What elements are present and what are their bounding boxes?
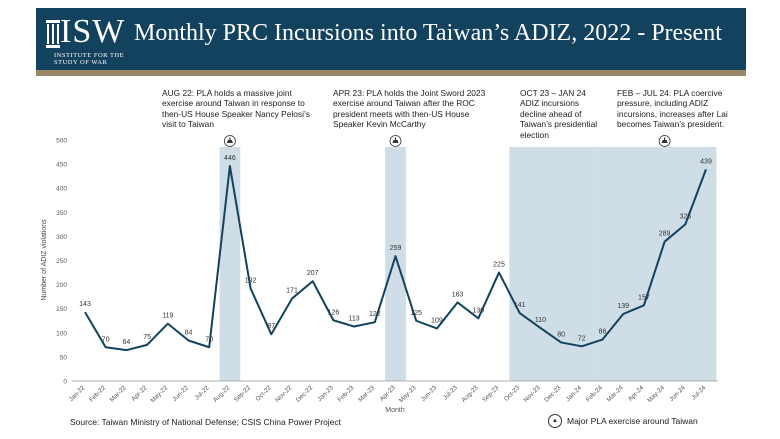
data-label: 141 xyxy=(514,302,526,309)
x-tick-label: Aug-23 xyxy=(460,384,480,404)
data-label: 139 xyxy=(617,303,629,310)
x-tick-label: Jul-23 xyxy=(442,384,459,401)
data-label: 72 xyxy=(578,335,586,342)
x-tick-label: Jul-24 xyxy=(690,384,707,401)
data-label: 143 xyxy=(79,301,91,308)
pla-exercise-icon xyxy=(389,135,402,147)
data-label: 70 xyxy=(102,336,110,343)
x-tick-label: Dec-23 xyxy=(543,384,563,404)
x-tick-label: Aug-22 xyxy=(212,384,232,404)
y-tick-label: 400 xyxy=(56,186,67,193)
x-tick-label: Nov-22 xyxy=(274,384,294,404)
y-tick-label: 250 xyxy=(56,258,67,265)
y-tick-label: 450 xyxy=(56,162,67,169)
data-label: 70 xyxy=(205,336,213,343)
x-tick-label: May-23 xyxy=(398,384,418,404)
x-tick-label: Nov-23 xyxy=(523,384,543,404)
x-tick-label: Oct-22 xyxy=(254,384,273,403)
y-tick-label: 350 xyxy=(56,210,67,217)
x-tick-label: Mar-24 xyxy=(606,384,625,403)
data-label: 113 xyxy=(349,316,360,323)
x-tick-label: Dec-22 xyxy=(295,384,315,404)
legend-label: Major PLA exercise around Taiwan xyxy=(567,416,698,426)
header-banner xyxy=(36,8,746,70)
x-tick-label: Apr-23 xyxy=(379,384,398,403)
x-tick-label: Feb-23 xyxy=(336,384,355,403)
highlight-band xyxy=(509,147,593,381)
x-tick-label: Jun-22 xyxy=(171,384,190,403)
x-tick-label: Apr-22 xyxy=(130,384,149,403)
x-tick-label: Apr-24 xyxy=(627,384,646,403)
annotation-feb24: FEB – JUL 24: PLA coercive pressure, inc… xyxy=(617,88,728,130)
y-tick-label: 50 xyxy=(60,354,68,361)
x-tick-label: Feb-24 xyxy=(585,384,604,403)
data-label: 126 xyxy=(328,309,340,316)
pla-exercise-icon xyxy=(658,135,671,147)
page-title: Monthly PRC Incursions into Taiwan’s ADI… xyxy=(134,20,722,46)
annotation-apr23: APR 23: PLA holds the Joint Sword 2023 e… xyxy=(333,88,486,130)
x-tick-label: May-24 xyxy=(646,384,666,404)
data-label: 75 xyxy=(143,334,151,341)
logo-text: ISW xyxy=(60,13,126,50)
y-tick-label: 200 xyxy=(56,282,67,289)
x-tick-label: Jan-22 xyxy=(68,384,87,403)
y-tick-label: 0 xyxy=(63,379,67,386)
pillar-icon xyxy=(46,20,60,48)
data-label: 64 xyxy=(123,339,131,346)
data-label: 163 xyxy=(452,291,464,298)
y-tick-label: 150 xyxy=(56,306,67,313)
data-label: 109 xyxy=(431,317,443,324)
isw-logo: ISW INSTITUTE FOR THE STUDY OF WAR xyxy=(44,12,124,66)
data-label: 80 xyxy=(557,331,565,338)
x-tick-label: Feb-22 xyxy=(88,384,107,403)
x-tick-label: Jan-24 xyxy=(565,384,584,403)
data-label: 97 xyxy=(267,323,275,330)
data-label: 125 xyxy=(410,310,422,317)
x-tick-label: Sep-22 xyxy=(233,384,253,404)
legend: ▲ Major PLA exercise around Taiwan xyxy=(548,414,698,428)
highlight-band xyxy=(385,147,406,381)
data-label: 171 xyxy=(286,288,298,295)
y-tick-label: 100 xyxy=(56,330,67,337)
y-tick-label: 500 xyxy=(56,138,67,145)
x-tick-label: Mar-23 xyxy=(357,384,376,403)
data-label: 157 xyxy=(638,294,650,301)
x-axis-title: Month xyxy=(385,407,405,414)
x-tick-label: May-22 xyxy=(149,384,169,404)
logo-subtext: INSTITUTE FOR THE STUDY OF WAR xyxy=(54,52,125,66)
y-tick-label: 300 xyxy=(56,234,67,241)
data-label: 130 xyxy=(472,307,484,314)
x-tick-label: Jun-23 xyxy=(420,384,439,403)
y-axis-title: Number of ADIZ violations xyxy=(41,219,48,301)
data-label: 207 xyxy=(307,270,319,277)
data-label: 446 xyxy=(224,155,236,162)
highlight-band xyxy=(592,147,717,381)
data-label: 325 xyxy=(679,213,691,220)
header-stripe xyxy=(36,70,746,76)
data-label: 84 xyxy=(185,330,193,337)
pla-exercise-icon xyxy=(223,135,236,147)
data-label: 439 xyxy=(700,158,712,165)
annotation-aug22: AUG 22: PLA holds a massive joint exerci… xyxy=(162,88,310,130)
x-tick-label: Jun-24 xyxy=(668,384,687,403)
data-label: 225 xyxy=(493,262,505,269)
highlight-band xyxy=(219,147,241,381)
pla-exercise-icon: ▲ xyxy=(548,414,562,428)
data-label: 119 xyxy=(162,313,173,320)
data-label: 86 xyxy=(599,329,607,336)
x-tick-label: Jan-23 xyxy=(316,384,335,403)
x-tick-label: Mar-22 xyxy=(109,384,128,403)
x-tick-label: Oct-23 xyxy=(503,384,522,403)
annotation-oct23: OCT 23 – JAN 24 ADIZ incursions decline … xyxy=(520,88,598,140)
data-label: 192 xyxy=(245,277,257,284)
data-label: 289 xyxy=(659,231,671,238)
data-label: 110 xyxy=(535,317,546,324)
data-label: 259 xyxy=(390,245,402,252)
x-tick-label: Jul-22 xyxy=(194,384,211,401)
data-label: 122 xyxy=(369,311,381,318)
x-tick-label: Sep-23 xyxy=(481,384,501,404)
source-note: Source: Taiwan Ministry of National Defe… xyxy=(70,417,342,427)
